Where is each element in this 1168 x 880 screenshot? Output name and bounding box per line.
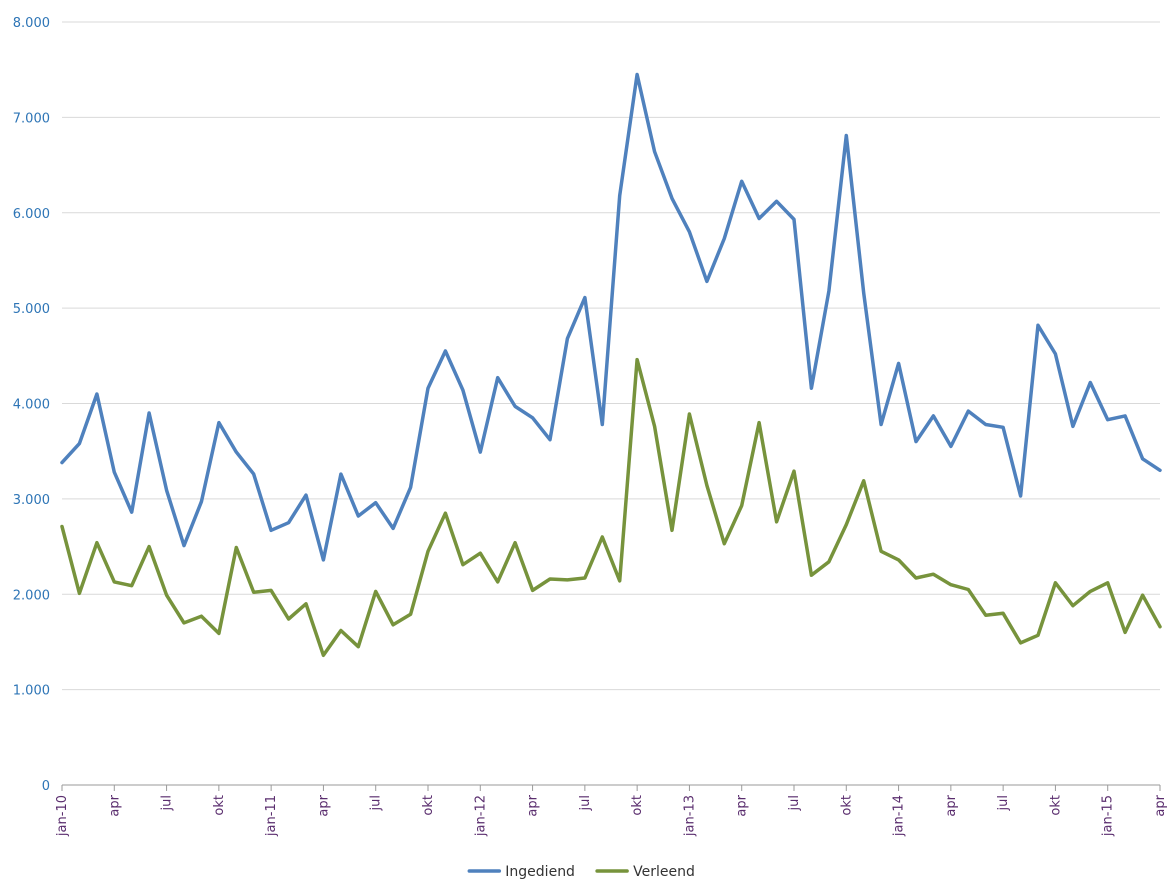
x-tick-label: okt xyxy=(212,795,227,816)
series-lines xyxy=(60,72,1162,658)
x-tick-label: apr xyxy=(735,794,750,816)
x-tick-label: okt xyxy=(630,795,645,816)
x-tick-label: okt xyxy=(1048,795,1063,816)
x-tick-label: jul xyxy=(996,795,1011,811)
x-tick-label: apr xyxy=(107,794,122,816)
y-tick-label: 7.000 xyxy=(13,111,50,126)
x-tick-label: jul xyxy=(369,795,384,811)
y-tick-label: 5.000 xyxy=(13,302,50,317)
legend-label-ingediend: Ingediend xyxy=(505,864,575,880)
x-tick-label: apr xyxy=(944,794,959,816)
x-tick-label: apr xyxy=(316,794,331,816)
y-tick-label: 3.000 xyxy=(13,493,50,508)
x-tick-label: jan-14 xyxy=(892,795,907,837)
x-axis-tick-labels: jan-10 apr jul okt jan-11 apr jul okt jan-12 apr j… xyxy=(55,794,1168,837)
x-tick-label: apr xyxy=(526,794,541,816)
x-tick-label: jan-10 xyxy=(55,795,70,837)
y-tick-label: 8.000 xyxy=(13,16,50,31)
y-tick-label: 1.000 xyxy=(13,684,50,699)
x-axis-tick-marks xyxy=(61,785,1161,791)
x-tick-label: jan-12 xyxy=(473,795,488,837)
x-tick-label: jan-13 xyxy=(682,795,697,837)
x-tick-label: jan-15 xyxy=(1101,795,1116,837)
y-axis-tick-labels: 0 1.000 2.000 3.000 4.000 5.000 6.000 7.000 8.00… xyxy=(13,16,50,794)
legend: Ingediend Verleend xyxy=(467,864,695,880)
y-tick-label: 2.000 xyxy=(13,588,50,603)
x-tick-label: jan-11 xyxy=(264,795,279,837)
series-line-verleend xyxy=(60,357,1162,658)
y-tick-label: 4.000 xyxy=(13,398,50,413)
y-tick-label: 6.000 xyxy=(13,207,50,222)
x-tick-label: jul xyxy=(160,795,175,811)
y-tick-label: 0 xyxy=(42,779,50,794)
x-tick-label: okt xyxy=(839,795,854,816)
legend-label-verleend: Verleend xyxy=(633,864,695,880)
x-tick-label: jul xyxy=(787,795,802,811)
x-tick-label: apr xyxy=(1153,794,1168,816)
x-tick-label: okt xyxy=(421,795,436,816)
series-line-ingediend xyxy=(60,72,1162,562)
x-tick-label: jul xyxy=(578,795,593,811)
